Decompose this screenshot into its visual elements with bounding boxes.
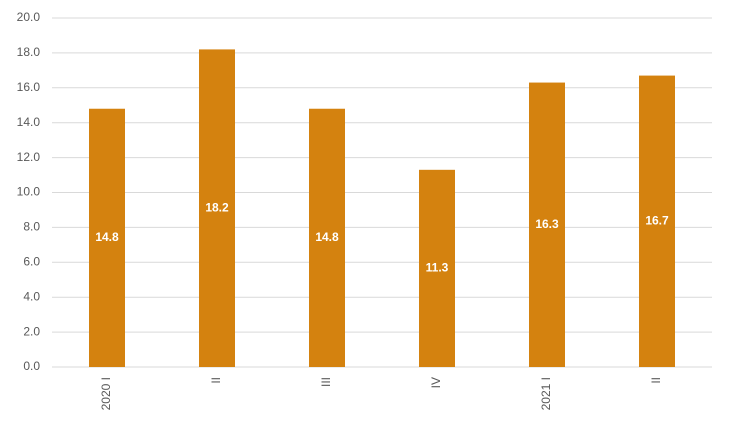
- bar: [199, 49, 235, 367]
- y-tick-label: 14.0: [17, 115, 41, 129]
- value-label: 14.8: [315, 230, 339, 244]
- y-tick-label: 0.0: [23, 359, 40, 373]
- y-tick-label: 6.0: [23, 254, 40, 268]
- bar: [309, 108, 345, 368]
- y-tick-label: 8.0: [23, 220, 40, 234]
- y-tick-label: 4.0: [23, 289, 40, 303]
- bar: [529, 82, 565, 367]
- x-tick-label: II: [209, 377, 223, 384]
- x-tick-label: 2020 I: [99, 377, 113, 410]
- value-label: 16.3: [535, 217, 559, 231]
- bar: [639, 75, 675, 368]
- y-tick-label: 16.0: [17, 80, 41, 94]
- x-tick-label: III: [319, 377, 333, 387]
- x-tick-label: 2021 I: [539, 377, 553, 410]
- x-tick-label: II: [649, 377, 663, 384]
- bar: [89, 108, 125, 368]
- bar: [419, 169, 455, 367]
- y-tick-label: 12.0: [17, 150, 41, 164]
- y-tick-label: 20.0: [17, 10, 41, 24]
- x-tick-label: IV: [429, 377, 443, 388]
- value-label: 16.7: [645, 213, 669, 227]
- value-label: 14.8: [95, 230, 119, 244]
- y-tick-label: 18.0: [17, 45, 41, 59]
- y-tick-label: 10.0: [17, 185, 41, 199]
- value-label: 11.3: [426, 261, 449, 275]
- y-tick-label: 2.0: [23, 324, 40, 338]
- value-label: 18.2: [205, 200, 229, 214]
